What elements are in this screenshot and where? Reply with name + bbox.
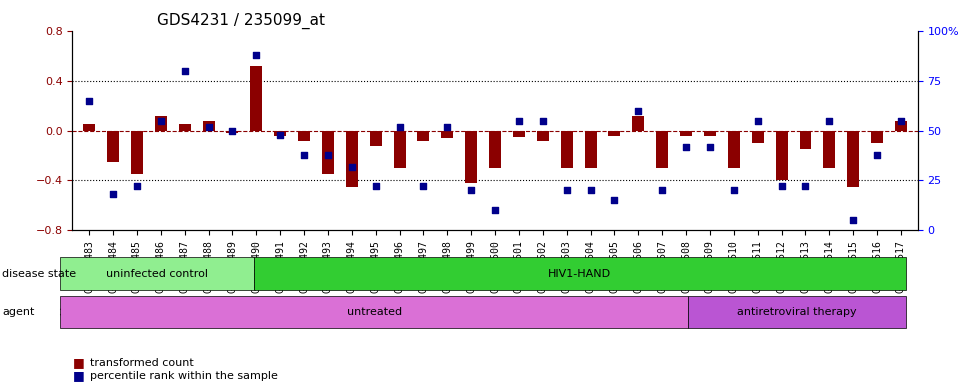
Point	[678, 144, 694, 150]
Point	[511, 118, 526, 124]
Point	[297, 151, 312, 157]
Bar	[584, 131, 597, 168]
Bar	[847, 131, 859, 187]
Bar	[776, 131, 787, 180]
Bar	[609, 131, 620, 136]
Text: ■: ■	[72, 356, 84, 369]
Bar	[537, 131, 549, 141]
Point	[559, 187, 575, 194]
Bar	[274, 131, 286, 136]
Bar	[441, 131, 453, 138]
Bar	[250, 66, 263, 131]
Text: agent: agent	[2, 307, 35, 317]
Bar	[704, 131, 716, 136]
Point	[655, 187, 670, 194]
Point	[631, 108, 646, 114]
Bar	[203, 121, 214, 131]
Point	[487, 207, 502, 214]
Bar	[752, 131, 764, 143]
Point	[368, 184, 384, 190]
Point	[248, 51, 264, 58]
Text: transformed count: transformed count	[90, 358, 193, 368]
Bar	[179, 124, 190, 131]
Bar	[871, 131, 883, 143]
Point	[822, 118, 838, 124]
Bar	[393, 131, 406, 168]
Text: untreated: untreated	[347, 307, 402, 317]
Bar	[155, 116, 167, 131]
Text: uninfected control: uninfected control	[106, 268, 208, 279]
Bar	[489, 131, 501, 168]
Point	[798, 184, 813, 190]
Bar	[83, 124, 95, 131]
Bar	[131, 131, 143, 174]
Point	[320, 151, 335, 157]
Text: percentile rank within the sample: percentile rank within the sample	[90, 371, 277, 381]
Text: disease state: disease state	[2, 268, 76, 279]
Point	[440, 124, 455, 130]
Point	[177, 68, 192, 74]
Bar	[466, 131, 477, 183]
Point	[105, 191, 121, 197]
Bar	[800, 131, 811, 149]
Point	[272, 131, 288, 137]
Text: ■: ■	[72, 369, 84, 382]
Point	[392, 124, 408, 130]
Bar	[656, 131, 668, 168]
Bar	[680, 131, 692, 136]
Bar	[633, 116, 644, 131]
Bar	[322, 131, 334, 174]
Point	[750, 118, 765, 124]
Bar	[560, 131, 573, 168]
Text: HIV1-HAND: HIV1-HAND	[548, 268, 611, 279]
Point	[869, 151, 885, 157]
Point	[845, 217, 861, 223]
Point	[415, 184, 431, 190]
Point	[726, 187, 742, 194]
Text: GDS4231 / 235099_at: GDS4231 / 235099_at	[157, 13, 325, 29]
Bar	[823, 131, 836, 168]
Bar	[107, 131, 119, 162]
Point	[129, 184, 145, 190]
Point	[153, 118, 168, 124]
Point	[201, 124, 216, 130]
Point	[702, 144, 718, 150]
Point	[535, 118, 551, 124]
Text: antiretroviral therapy: antiretroviral therapy	[737, 307, 857, 317]
Point	[81, 98, 97, 104]
Point	[607, 197, 622, 204]
Bar	[298, 131, 310, 141]
Bar	[346, 131, 357, 187]
Bar	[513, 131, 525, 137]
Bar	[895, 121, 907, 131]
Point	[225, 127, 241, 134]
Point	[464, 187, 479, 194]
Bar	[417, 131, 430, 141]
Point	[894, 118, 909, 124]
Point	[774, 184, 789, 190]
Bar	[370, 131, 382, 146]
Point	[344, 164, 359, 170]
Point	[582, 187, 598, 194]
Bar	[727, 131, 740, 168]
Bar	[226, 131, 239, 133]
